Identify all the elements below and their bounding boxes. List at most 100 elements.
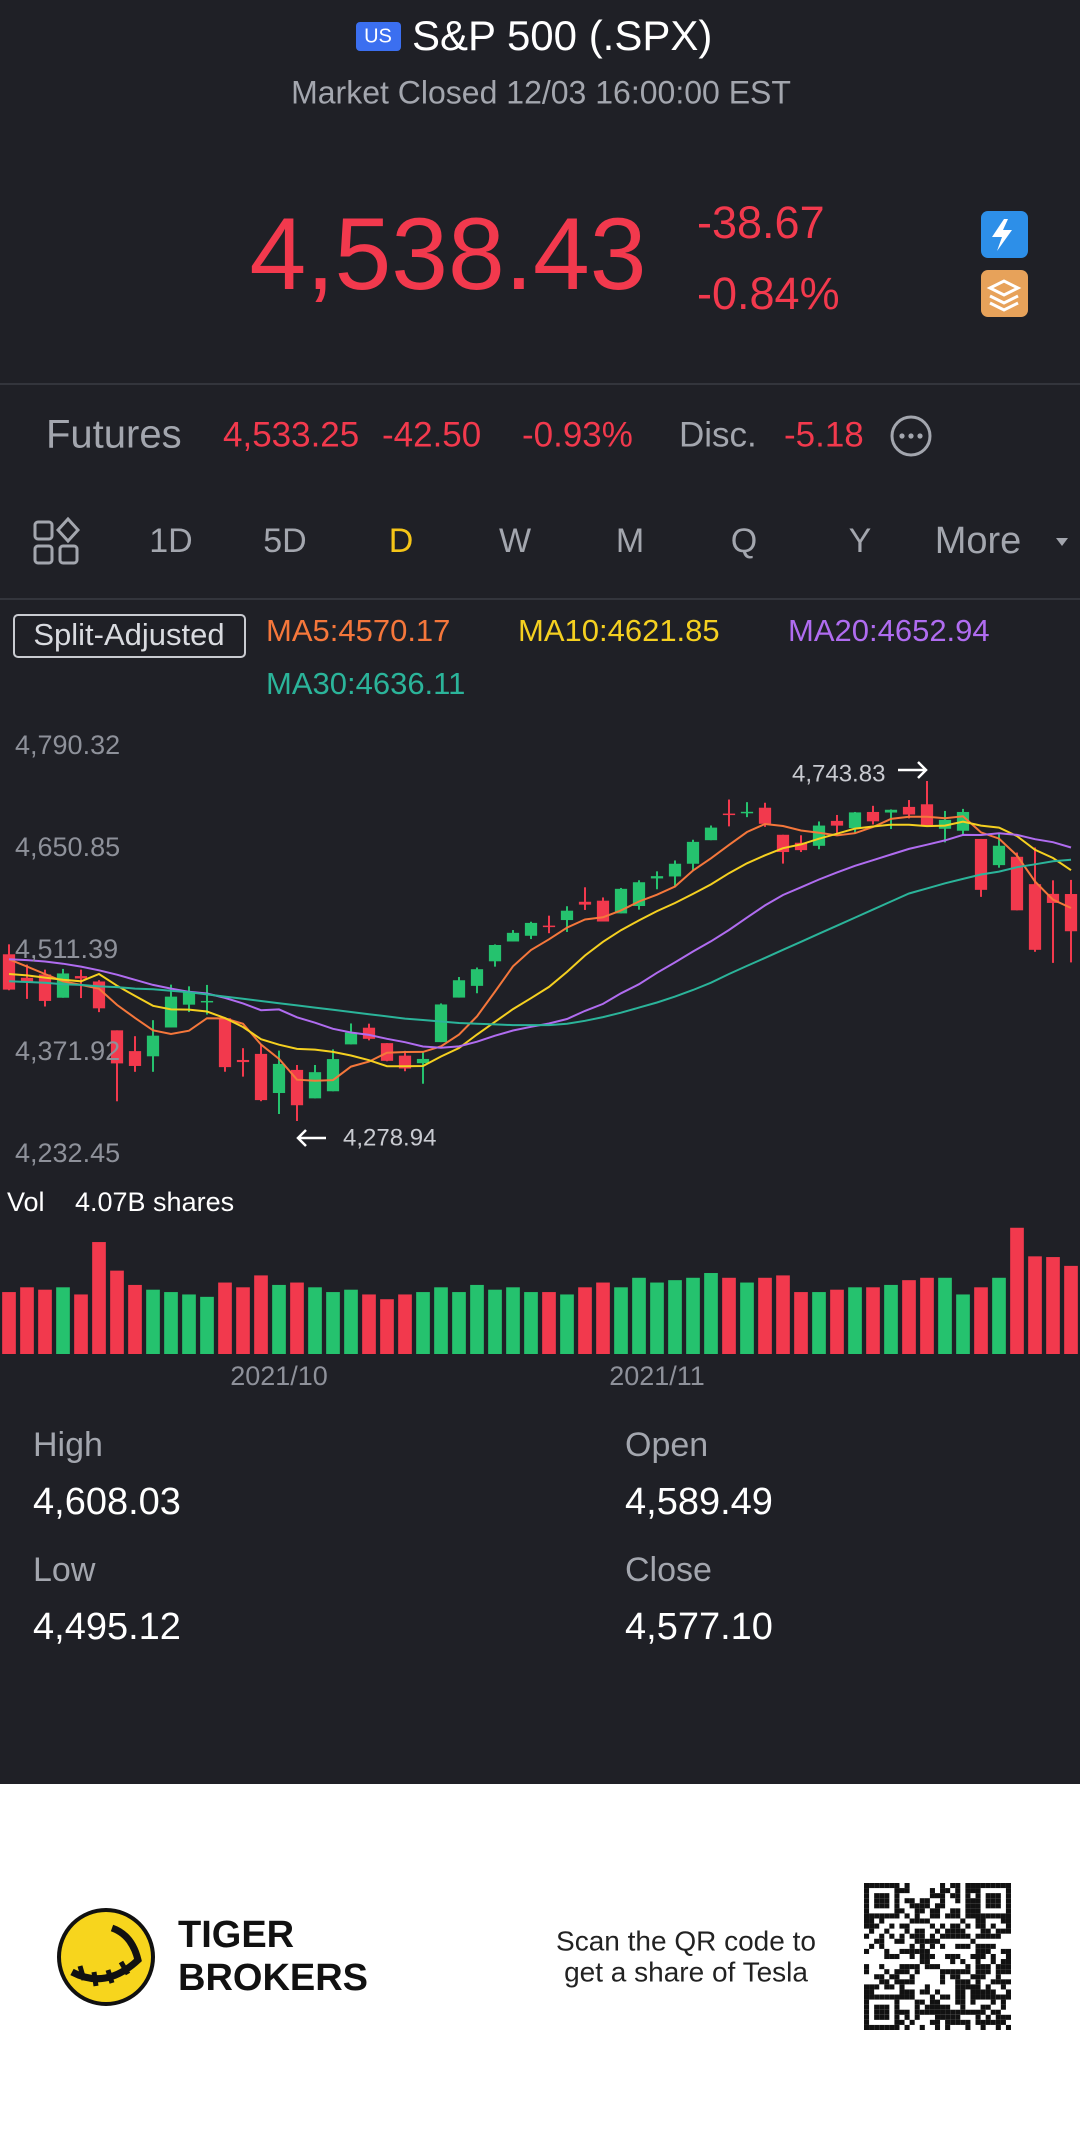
qr-module [894, 1969, 900, 1975]
qr-module [980, 1964, 986, 1970]
dropdown-arrow[interactable] [1056, 538, 1068, 546]
qr-module [899, 1948, 905, 1954]
qr-module [985, 1989, 991, 1995]
volume-bar [182, 1294, 196, 1354]
qr-module [904, 1979, 910, 1985]
layers-icon[interactable] [981, 270, 1028, 317]
qr-module [884, 1883, 890, 1889]
qr-module [940, 2009, 946, 2015]
qr-module [995, 1903, 1001, 1909]
qr-module [874, 1893, 880, 1899]
qr-module [995, 1974, 1001, 1980]
dot [908, 433, 914, 439]
tab[interactable]: More [935, 520, 1022, 562]
qr-module [965, 1984, 971, 1990]
qr-caption: get a share of Tesla [564, 1956, 808, 1987]
qr-module [934, 1903, 941, 1909]
qr-module [955, 1999, 961, 2005]
qr-module [934, 2009, 941, 2015]
qr-module [914, 1903, 920, 1909]
qr-module [940, 1994, 946, 2000]
qr-module [894, 1974, 900, 1980]
qr-module [985, 2004, 991, 2010]
qr-module [990, 1989, 996, 1995]
qr-module [899, 1989, 905, 1995]
more-circle [890, 415, 932, 457]
qr-module [990, 1903, 996, 1909]
qr-module [864, 1903, 870, 1909]
qr-module [955, 2014, 961, 2020]
tab[interactable]: Q [731, 522, 757, 560]
candle-body [146, 1035, 160, 1057]
qr-module [975, 1913, 981, 1919]
qr-module [919, 1989, 925, 1995]
tab[interactable]: Y [849, 522, 872, 560]
dot [899, 433, 905, 439]
tab[interactable]: 5D [263, 522, 306, 560]
adjust-box[interactable] [13, 614, 246, 658]
qr-module [955, 1943, 961, 1949]
qr-module [955, 1908, 961, 1914]
qr-module [960, 1989, 966, 1995]
qr-module [975, 1933, 981, 1939]
qr-module [934, 1893, 941, 1899]
qr-module [955, 1928, 961, 1934]
qr-module [934, 1938, 941, 1944]
qr-module [950, 2009, 956, 2015]
qr-module [945, 2004, 951, 2010]
volume-bar [488, 1289, 502, 1354]
volume-bar [506, 1287, 520, 1354]
qr-module [995, 1898, 1001, 1904]
candle-body [614, 888, 628, 914]
qr-module [975, 1989, 981, 1995]
qr-module [980, 2019, 986, 2025]
candle-body [326, 1059, 340, 1092]
qr-module [864, 1984, 870, 1990]
qr-module [1000, 1913, 1006, 1919]
lightning-icon[interactable] [981, 211, 1028, 258]
qr-module [980, 1918, 986, 1924]
qr-module [960, 1928, 966, 1934]
tab[interactable]: M [616, 522, 644, 560]
qr-module [975, 1888, 981, 1894]
qr-module [950, 1953, 956, 1960]
volume-bar [1010, 1227, 1024, 1354]
tab[interactable]: D [389, 522, 414, 560]
tab[interactable]: W [499, 522, 531, 560]
futures-price: 4,533.25 [223, 415, 359, 454]
more-button[interactable] [890, 415, 932, 457]
qr-module [945, 2009, 951, 2015]
qr-module [1005, 1913, 1011, 1919]
layout-icon[interactable] [33, 516, 81, 565]
qr-module [985, 1969, 991, 1975]
volume-bar [794, 1292, 808, 1354]
candle-body [218, 1018, 232, 1068]
volume-bar [236, 1287, 250, 1354]
icon-glyph [992, 219, 1012, 251]
qr-module [929, 1938, 935, 1944]
qr-module [955, 1969, 961, 1975]
qr-module [990, 2019, 996, 2025]
indicator-legend: MA20:4652.94 [788, 613, 990, 648]
qr-module [864, 1923, 870, 1929]
volume-bar [200, 1296, 214, 1354]
qr-module [904, 1883, 910, 1889]
qr-module [955, 1979, 961, 1985]
qr-module [1000, 1994, 1006, 2000]
candle-body [506, 932, 520, 942]
qr-module [889, 1933, 895, 1939]
candle-body [866, 811, 880, 822]
qr-module [985, 1903, 991, 1909]
qr-module [960, 1943, 966, 1949]
qr-module [990, 1883, 996, 1889]
tab[interactable]: 1D [149, 522, 192, 560]
qr-module [909, 1943, 915, 1949]
qr-module [965, 1979, 971, 1985]
qr-module [884, 1913, 890, 1919]
indicator-legend: MA5:4570.17 [266, 613, 450, 648]
candle-body [290, 1069, 304, 1106]
qr-module [985, 2019, 991, 2025]
volume-bar [920, 1277, 934, 1354]
volume-bar [344, 1289, 358, 1354]
qr-module [879, 1994, 885, 2000]
